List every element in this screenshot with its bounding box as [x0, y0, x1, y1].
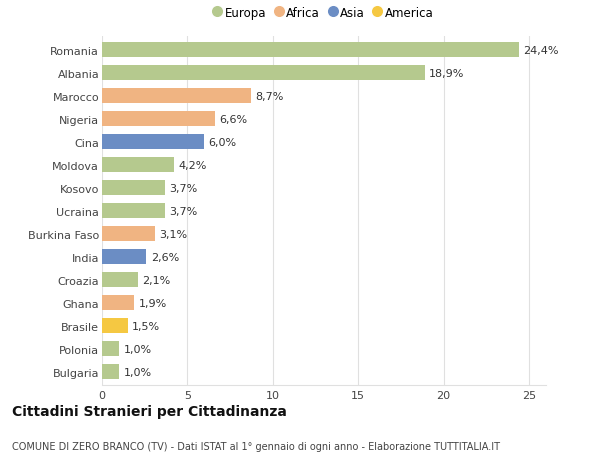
Text: 1,0%: 1,0% — [124, 344, 151, 354]
Bar — [102, 112, 215, 127]
Text: 3,7%: 3,7% — [169, 206, 198, 216]
Bar — [102, 135, 205, 150]
Bar — [102, 43, 518, 58]
Text: 3,7%: 3,7% — [169, 183, 198, 193]
Text: 8,7%: 8,7% — [255, 91, 283, 101]
Text: 1,9%: 1,9% — [139, 298, 167, 308]
Legend: Europa, Africa, Asia, America: Europa, Africa, Asia, America — [212, 4, 436, 22]
Bar — [102, 341, 119, 356]
Text: 6,0%: 6,0% — [209, 137, 237, 147]
Text: 24,4%: 24,4% — [523, 45, 559, 56]
Bar — [102, 158, 174, 173]
Text: 1,0%: 1,0% — [124, 367, 151, 377]
Text: COMUNE DI ZERO BRANCO (TV) - Dati ISTAT al 1° gennaio di ogni anno - Elaborazion: COMUNE DI ZERO BRANCO (TV) - Dati ISTAT … — [12, 441, 500, 451]
Text: 1,5%: 1,5% — [132, 321, 160, 331]
Bar — [102, 296, 134, 310]
Bar — [102, 181, 165, 196]
Text: Cittadini Stranieri per Cittadinanza: Cittadini Stranieri per Cittadinanza — [12, 404, 287, 419]
Bar — [102, 250, 146, 264]
Bar — [102, 89, 251, 104]
Text: 4,2%: 4,2% — [178, 160, 206, 170]
Text: 6,6%: 6,6% — [219, 114, 247, 124]
Bar — [102, 227, 155, 241]
Bar — [102, 66, 425, 81]
Text: 3,1%: 3,1% — [159, 229, 187, 239]
Text: 2,1%: 2,1% — [142, 275, 170, 285]
Text: 2,6%: 2,6% — [151, 252, 179, 262]
Bar — [102, 364, 119, 379]
Bar — [102, 319, 128, 333]
Bar — [102, 204, 165, 218]
Bar — [102, 273, 138, 287]
Text: 18,9%: 18,9% — [429, 68, 464, 78]
